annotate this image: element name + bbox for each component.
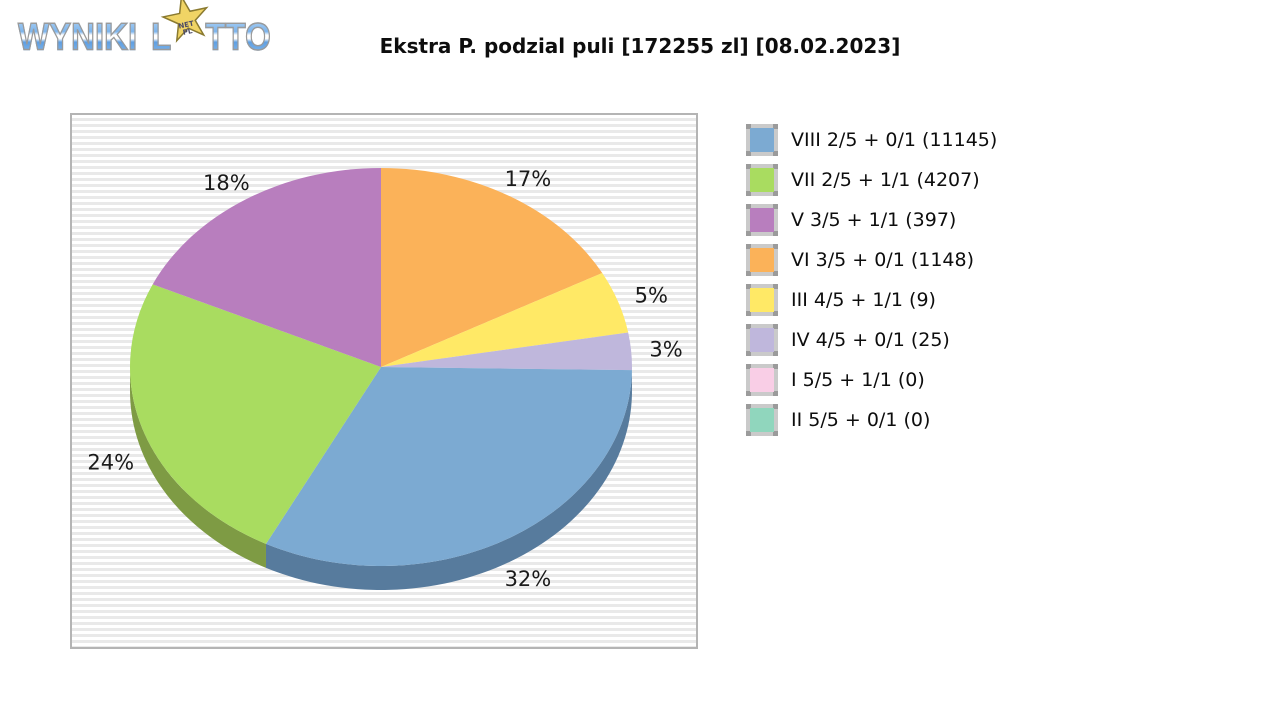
legend-item: IV 4/5 + 0/1 (25)	[746, 324, 997, 356]
pie-slice	[381, 273, 629, 367]
legend-swatch-frame	[746, 324, 778, 356]
legend-label: V 3/5 + 1/1 (397)	[791, 209, 957, 231]
pie-chart: 17% 5% 3% 32% 24% 18%	[87, 167, 682, 591]
pie-slice	[265, 367, 632, 566]
legend-swatch	[750, 168, 774, 192]
pie-percent-label: 17%	[505, 167, 552, 191]
pie-slice	[381, 168, 603, 367]
chart-title: Ekstra P. podzial puli [172255 zl] [08.0…	[379, 34, 901, 58]
legend-swatch	[750, 368, 774, 392]
legend-label: I 5/5 + 1/1 (0)	[791, 369, 925, 391]
pie-percent-label: 18%	[203, 171, 250, 195]
legend-label: II 5/5 + 0/1 (0)	[791, 409, 931, 431]
legend-item: VII 2/5 + 1/1 (4207)	[746, 164, 997, 196]
legend-swatch-frame	[746, 404, 778, 436]
legend-item: II 5/5 + 0/1 (0)	[746, 404, 997, 436]
pie-slice-side	[265, 370, 632, 590]
pie-percent-label: 3%	[649, 338, 682, 362]
logo-word-l: L	[151, 14, 172, 58]
wyniki-lotto-logo: WYNIKI L ★ NET PL TTO	[17, 0, 272, 60]
legend-swatch	[750, 408, 774, 432]
pie-slice	[381, 332, 632, 371]
legend-item: VIII 2/5 + 0/1 (11145)	[746, 124, 997, 156]
pie-percent-label: 5%	[635, 283, 668, 307]
legend-swatch-frame	[746, 124, 778, 156]
legend-label: III 4/5 + 1/1 (9)	[791, 289, 936, 311]
legend-swatch-frame	[746, 204, 778, 236]
legend-label: VI 3/5 + 0/1 (1148)	[791, 249, 975, 271]
legend-label: VIII 2/5 + 0/1 (11145)	[791, 129, 998, 151]
pie-slice-side	[130, 367, 266, 568]
legend-swatch	[750, 288, 774, 312]
legend-swatch-frame	[746, 284, 778, 316]
legend-swatch	[750, 248, 774, 272]
chart-panel: 17% 5% 3% 32% 24% 18%	[70, 113, 698, 649]
legend-label: VII 2/5 + 1/1 (4207)	[791, 169, 980, 191]
legend-swatch-frame	[746, 164, 778, 196]
legend-swatch-frame	[746, 244, 778, 276]
legend-item: I 5/5 + 1/1 (0)	[746, 364, 997, 396]
pie-slice	[129, 284, 381, 544]
legend-swatch	[750, 328, 774, 352]
legend-swatch	[750, 208, 774, 232]
legend-item: III 4/5 + 1/1 (9)	[746, 284, 997, 316]
legend: VIII 2/5 + 0/1 (11145) VII 2/5 + 1/1 (42…	[746, 124, 997, 444]
pie-slice	[152, 168, 381, 367]
legend-swatch	[750, 128, 774, 152]
legend-swatch-frame	[746, 364, 778, 396]
legend-item: VI 3/5 + 0/1 (1148)	[746, 244, 997, 276]
legend-item: V 3/5 + 1/1 (397)	[746, 204, 997, 236]
legend-label: IV 4/5 + 0/1 (25)	[791, 329, 950, 351]
logo-word-tto: TTO	[205, 14, 272, 58]
logo-word-wyniki: WYNIKI	[17, 14, 138, 58]
pie-percent-label: 32%	[505, 567, 552, 591]
pie-percent-label: 24%	[87, 451, 134, 475]
